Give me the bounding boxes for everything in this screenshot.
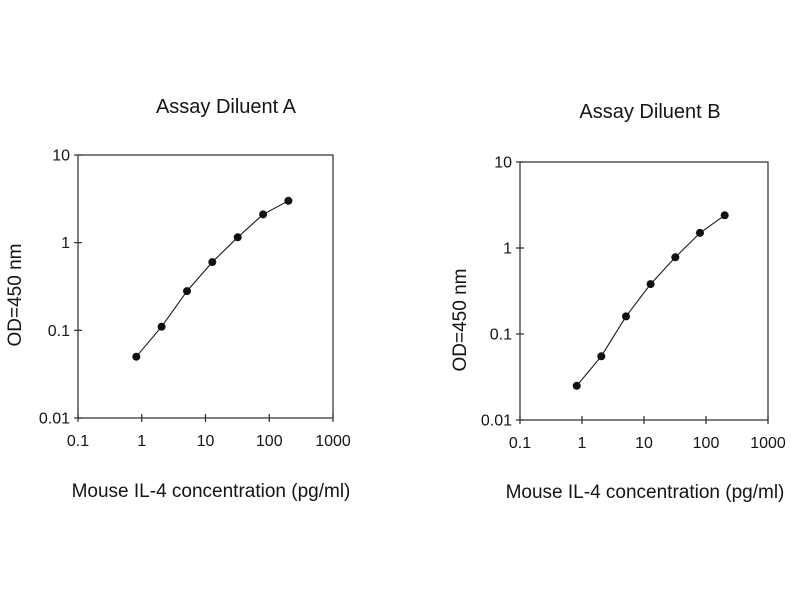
data-point [183, 287, 191, 296]
chart-b-plot: Assay Diluent B OD=450 nm Mouse IL-4 con… [450, 101, 786, 503]
y-tick-label: 0.01 [481, 413, 512, 430]
x-tick-label: 100 [693, 435, 720, 452]
chart-b-title: Assay Diluent B [579, 101, 720, 123]
x-tick-label: 1 [137, 433, 146, 450]
chart-a-plot-layer: 0.1 1 10 100 1000 0.01 0.1 1 10 [39, 148, 351, 451]
x-tick-label: 1000 [750, 435, 786, 452]
data-point [671, 253, 680, 262]
chart-a-y-axis-title: OD=450 nm [5, 244, 26, 347]
x-tick-label: 0.1 [67, 433, 89, 450]
x-tick-label: 0.1 [509, 435, 531, 452]
y-tick-label: 10 [494, 155, 512, 172]
chart-a-x-axis-title: Mouse IL-4 concentration (pg/ml) [72, 481, 351, 502]
data-point [696, 228, 704, 237]
y-tick-label: 10 [52, 148, 70, 165]
y-tick-label: 0.1 [48, 323, 70, 340]
y-tick-label: 1 [503, 241, 512, 258]
chart-a-title: Assay Diluent A [156, 96, 297, 118]
data-point [233, 233, 242, 242]
chart-b-y-axis-title: OD=450 nm [450, 269, 471, 372]
data-point [132, 352, 141, 361]
data-point [208, 258, 217, 267]
chart-b-x-axis-title: Mouse IL-4 concentration (pg/ml) [506, 482, 785, 503]
data-point [157, 322, 166, 331]
x-tick-label: 10 [635, 435, 653, 452]
standard-curve-line [135, 200, 289, 358]
x-tick-label: 1 [578, 435, 587, 452]
chart-a-plot: Assay Diluent A OD=450 nm Mouse IL-4 con… [5, 96, 351, 502]
y-tick-label: 1 [61, 235, 70, 252]
y-tick-label: 0.1 [490, 327, 512, 344]
data-point [597, 352, 606, 361]
data-point [622, 312, 630, 321]
x-tick-label: 100 [256, 433, 283, 450]
data-point [720, 211, 729, 220]
standard-curve-line [576, 214, 726, 387]
plot-area [77, 154, 334, 419]
chart-assay-diluent-a: Assay Diluent A OD=450 nm Mouse IL-4 con… [0, 80, 400, 550]
data-point [284, 196, 293, 205]
y-tick-label: 0.01 [39, 411, 70, 428]
data-point [646, 280, 655, 289]
data-point [572, 381, 581, 390]
x-tick-label: 1000 [315, 433, 351, 450]
x-tick-label: 10 [197, 433, 215, 450]
data-point [259, 210, 268, 219]
plot-area [519, 161, 769, 421]
chart-assay-diluent-b: Assay Diluent B OD=450 nm Mouse IL-4 con… [420, 85, 800, 555]
chart-b-plot-layer: 0.1 1 10 100 1000 0.01 0.1 1 10 [481, 155, 786, 453]
